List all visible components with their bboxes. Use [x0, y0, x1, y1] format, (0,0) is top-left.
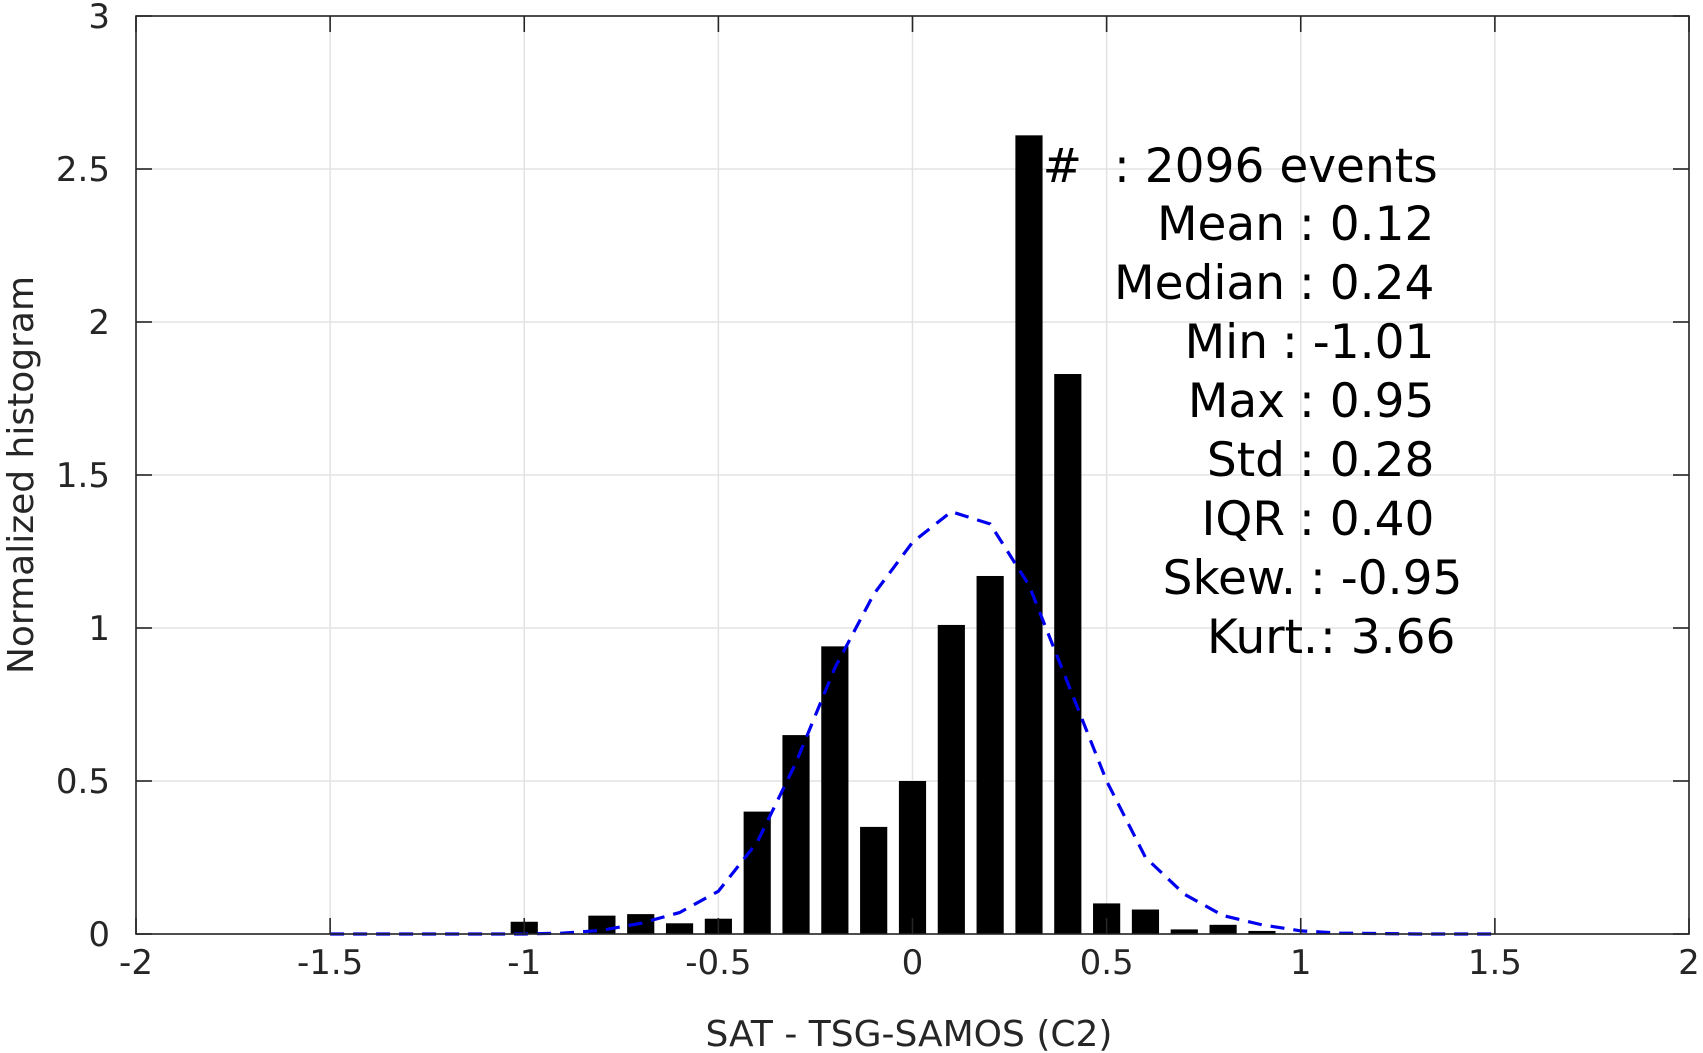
x-tick-label: 0	[902, 943, 924, 983]
y-tick-label: 2.5	[56, 150, 110, 190]
histogram-bar	[860, 826, 888, 934]
x-tick-label: -0.5	[685, 943, 751, 983]
stat-value: : 0.95	[1299, 374, 1434, 429]
normal-fit-line	[330, 509, 1495, 936]
stat-label: Max	[1188, 374, 1285, 429]
x-tick-label: -1.5	[297, 943, 363, 983]
histogram-bar	[1248, 930, 1276, 934]
stat-value: : 2096 events	[1114, 139, 1438, 194]
histogram-bar	[1209, 924, 1237, 934]
histogram-bar	[665, 923, 694, 934]
x-tick-label: 0.5	[1080, 943, 1134, 983]
histogram-bars	[510, 135, 1276, 935]
x-tick-label: 1	[1290, 943, 1312, 983]
y-tick-label: 3	[88, 0, 110, 37]
histogram-bar	[1131, 909, 1160, 934]
x-tick-label: 2	[1678, 943, 1700, 983]
fit-curve	[330, 509, 1495, 936]
x-tick-label: -1	[507, 943, 541, 983]
stat-label: IQR	[1201, 492, 1285, 547]
x-tick-label: -2	[119, 943, 153, 983]
y-axis-label: Normalized histogram	[1, 276, 42, 674]
y-tick-label: 2	[88, 303, 110, 343]
histogram-bar	[976, 575, 1004, 934]
histogram-bar	[743, 811, 771, 934]
stat-value: : 3.66	[1320, 610, 1455, 665]
stat-label: Median	[1114, 256, 1285, 311]
histogram-bar	[1054, 374, 1082, 934]
stat-value: : 0.12	[1299, 197, 1434, 252]
stat-label: #	[1043, 139, 1082, 194]
y-tick-label: 0.5	[56, 762, 110, 802]
y-tick-label: 1.5	[56, 456, 110, 496]
stat-value: : -0.95	[1310, 551, 1462, 606]
histogram-bar	[821, 646, 849, 934]
histogram-bar	[1015, 135, 1043, 935]
stat-value: : 0.40	[1299, 492, 1434, 547]
histogram-bar	[937, 624, 965, 934]
histogram-bar	[782, 735, 810, 934]
stat-label: Min	[1185, 315, 1268, 370]
stat-label: Std	[1207, 433, 1285, 488]
stat-value: : 0.24	[1299, 256, 1434, 311]
x-axis-label: SAT - TSG-SAMOS (C2)	[706, 1014, 1113, 1053]
stat-label: Kurt.	[1207, 610, 1318, 665]
stat-label: Mean	[1157, 197, 1285, 252]
histogram-bar	[898, 781, 927, 934]
x-tick-label: 1.5	[1468, 943, 1522, 983]
stat-value: : 0.28	[1299, 433, 1434, 488]
histogram-bar	[1170, 929, 1198, 934]
stat-label: Skew.	[1163, 551, 1296, 606]
stat-value: : -1.01	[1282, 315, 1434, 370]
ticks: -2 -1.5 -1 -0.5 0 0.5 1 1.5 2 0 0.5 1 1.5 2 2.5 3	[56, 0, 1700, 983]
y-tick-label: 0	[88, 915, 110, 955]
y-tick-label: 1	[88, 609, 110, 649]
